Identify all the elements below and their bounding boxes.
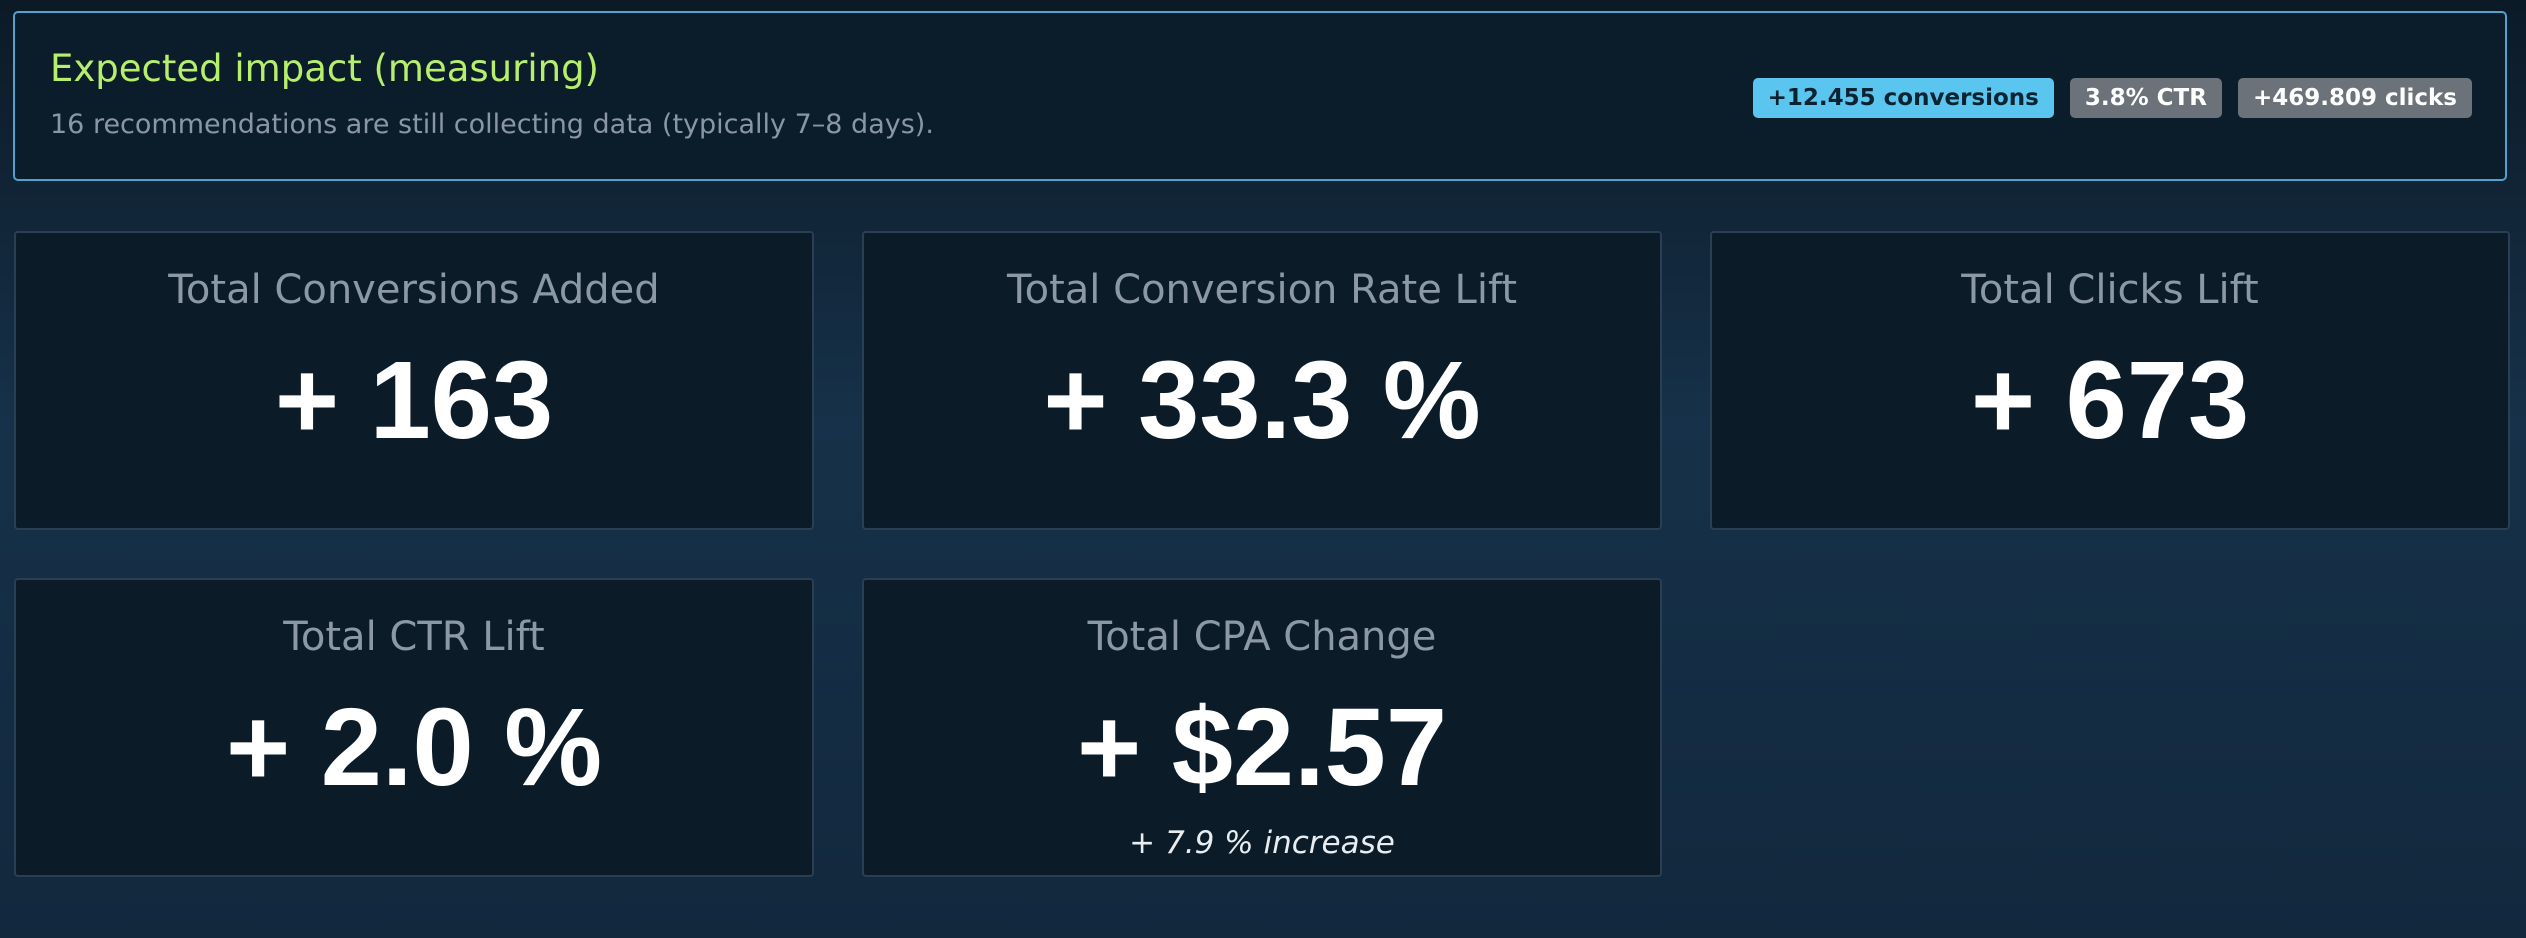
- card-value: + 33.3 %: [1043, 339, 1481, 462]
- card-value: + $2.57: [1076, 686, 1448, 809]
- conversions-badge: +12.455 conversions: [1752, 78, 2054, 118]
- card-label: Total CPA Change: [1087, 614, 1437, 660]
- card-label: Total Conversions Added: [168, 267, 660, 313]
- card-value: + 673: [1970, 339, 2250, 462]
- ctr-badge: 3.8% CTR: [2069, 78, 2222, 118]
- measuring-banner: Expected impact (measuring) 16 recommend…: [13, 11, 2507, 181]
- cpa-change-note: + 7.9 % increase: [1129, 825, 1395, 861]
- conversion-rate-lift-card: Total Conversion Rate Lift + 33.3 %: [862, 231, 1662, 530]
- card-label: Total Conversion Rate Lift: [1007, 267, 1517, 313]
- clicks-lift-card: Total Clicks Lift + 673: [1710, 231, 2510, 530]
- card-value: + 163: [274, 339, 554, 462]
- clicks-badge: +469.809 clicks: [2237, 78, 2472, 118]
- banner-title: Expected impact (measuring): [50, 47, 599, 90]
- card-label: Total CTR Lift: [283, 614, 545, 660]
- card-label: Total Clicks Lift: [1961, 267, 2259, 313]
- conversions-added-card: Total Conversions Added + 163: [14, 231, 814, 530]
- badge-group: +12.455 conversions 3.8% CTR +469.809 cl…: [1752, 78, 2472, 118]
- cpa-change-card: Total CPA Change + $2.57 + 7.9 % increas…: [862, 578, 1662, 877]
- ctr-lift-card: Total CTR Lift + 2.0 %: [14, 578, 814, 877]
- card-value: + 2.0 %: [225, 686, 603, 809]
- banner-subtitle: 16 recommendations are still collecting …: [50, 109, 934, 140]
